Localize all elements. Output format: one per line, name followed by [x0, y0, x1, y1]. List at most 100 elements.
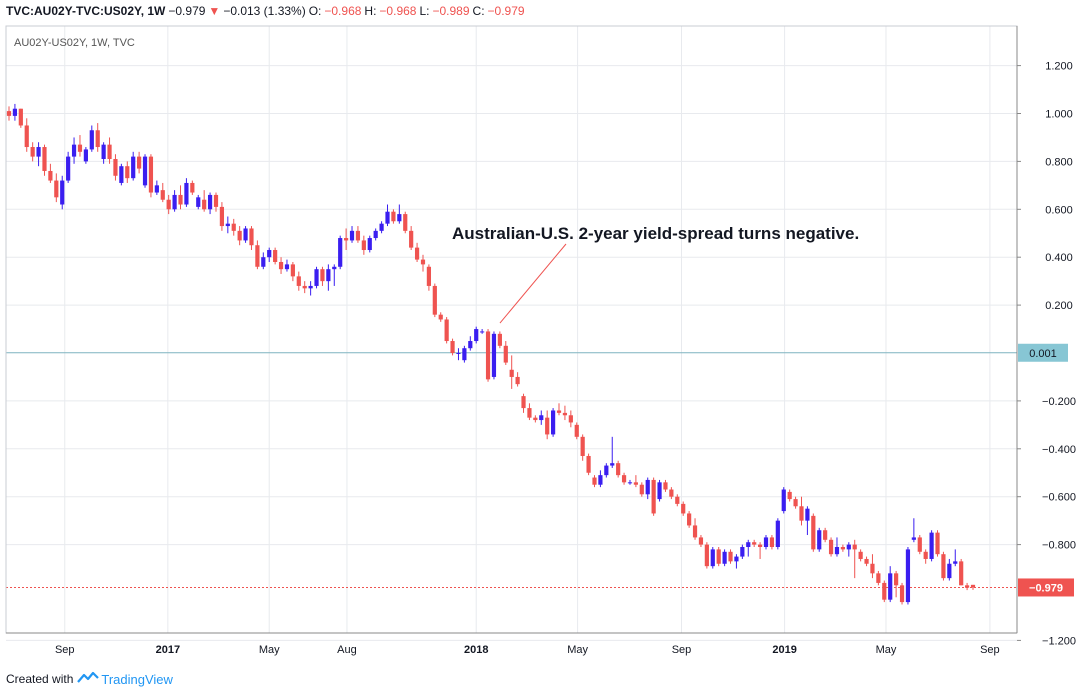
annotation[interactable]: Australian-U.S. 2-year yield-spread turn… [452, 224, 859, 324]
candle-body[interactable] [403, 214, 408, 231]
candle-body[interactable] [562, 412, 568, 416]
candle-body[interactable] [231, 223, 236, 231]
candle-body[interactable] [740, 546, 745, 557]
candle-body[interactable] [456, 353, 461, 354]
candle-body[interactable] [817, 530, 822, 550]
candle-body[interactable] [308, 285, 313, 289]
candle-body[interactable] [6, 111, 12, 116]
candle-body[interactable] [864, 558, 869, 564]
candle-body[interactable] [148, 156, 154, 193]
candle-body[interactable] [314, 269, 319, 286]
candle-body[interactable] [391, 211, 396, 222]
candle-body[interactable] [905, 549, 911, 603]
candle-body[interactable] [497, 333, 502, 346]
candle-body[interactable] [249, 228, 254, 246]
candle-body[interactable] [769, 537, 775, 547]
candle-body[interactable] [917, 537, 922, 552]
tradingview-logo-icon[interactable] [77, 671, 100, 687]
candle-body[interactable] [929, 532, 934, 559]
candlestick-chart[interactable]: AU02Y-US02Y, 1W, TVC Australian-U.S. 2-y… [0, 22, 1080, 660]
candle-body[interactable] [970, 584, 976, 588]
candle-body[interactable] [95, 130, 100, 148]
axes[interactable]: 1.200 1.000 0.800 0.600 0.400 0.200 −0.200 −0.4… [55, 61, 1076, 656]
candle-body[interactable] [42, 147, 47, 171]
candle-body[interactable] [799, 506, 804, 521]
candle-body[interactable] [509, 369, 514, 377]
candle-body[interactable] [60, 180, 65, 205]
candle-body[interactable] [746, 542, 751, 547]
candle-body[interactable] [24, 125, 29, 148]
candle-body[interactable] [580, 436, 585, 456]
candle-body[interactable] [426, 266, 432, 286]
candle-body[interactable] [66, 156, 71, 181]
tradingview-brand[interactable]: TradingView [101, 671, 173, 687]
candle-body[interactable] [793, 499, 798, 507]
candle-body[interactable] [503, 345, 508, 363]
candle-body[interactable] [669, 489, 674, 497]
candle-body[interactable] [663, 482, 668, 490]
candle-body[interactable] [586, 455, 591, 473]
candle-body[interactable] [533, 417, 538, 421]
candle-body[interactable] [137, 156, 142, 169]
candle-body[interactable] [196, 197, 201, 207]
candle-body[interactable] [964, 585, 970, 588]
candle-body[interactable] [326, 269, 331, 282]
candle-body[interactable] [781, 489, 786, 512]
candle-body[interactable] [320, 269, 325, 282]
candle-body[interactable] [178, 194, 183, 205]
candle-body[interactable] [828, 539, 834, 555]
candle-body[interactable] [834, 546, 840, 555]
candle-body[interactable] [172, 194, 177, 210]
candle-body[interactable] [870, 563, 875, 574]
candle-body[interactable] [947, 563, 952, 579]
candle-body[interactable] [687, 513, 692, 526]
candle-body[interactable] [444, 319, 449, 342]
candle-body[interactable] [379, 223, 384, 231]
candle-body[interactable] [166, 199, 171, 210]
candle-body[interactable] [450, 341, 455, 353]
candle-body[interactable] [12, 108, 18, 116]
candle-body[interactable] [716, 549, 721, 564]
candle-body[interactable] [823, 530, 828, 540]
candle-body[interactable] [36, 147, 41, 157]
candle-body[interactable] [409, 230, 414, 248]
candle-body[interactable] [284, 264, 290, 270]
candle-body[interactable] [278, 261, 284, 270]
candle-body[interactable] [485, 331, 491, 380]
candle-body[interactable] [515, 376, 520, 385]
candle-body[interactable] [734, 556, 739, 562]
candle-body[interactable] [698, 537, 704, 545]
candle-body[interactable] [420, 259, 426, 265]
candle-body[interactable] [633, 482, 638, 485]
candle-body[interactable] [367, 238, 372, 251]
candle-body[interactable] [763, 537, 769, 547]
candle-body[interactable] [645, 479, 650, 495]
candle-body[interactable] [935, 532, 940, 555]
candle-body[interactable] [160, 190, 165, 200]
candle-body[interactable] [474, 329, 479, 342]
candle-body[interactable] [852, 544, 857, 550]
candle-body[interactable] [332, 266, 337, 270]
candle-body[interactable] [355, 230, 361, 241]
candle-body[interactable] [48, 170, 53, 181]
candle-body[interactable] [243, 228, 248, 241]
candle-body[interactable] [113, 159, 118, 176]
candle-body[interactable] [621, 475, 627, 483]
candle-body[interactable] [627, 482, 633, 484]
candle-body[interactable] [598, 475, 603, 485]
candle-body[interactable] [545, 417, 550, 435]
candle-body[interactable] [894, 573, 899, 586]
candle-body[interactable] [616, 463, 621, 476]
candle-body[interactable] [125, 166, 130, 179]
candle-body[interactable] [131, 156, 136, 179]
candle-body[interactable] [805, 508, 810, 521]
candle-body[interactable] [527, 408, 532, 418]
candle-body[interactable] [385, 211, 390, 224]
candle-body[interactable] [757, 544, 763, 547]
candle-body[interactable] [610, 463, 615, 466]
candle-body[interactable] [302, 285, 307, 289]
candle-body[interactable] [539, 415, 544, 421]
candle-body[interactable] [54, 180, 59, 198]
candle-body[interactable] [432, 285, 437, 315]
candle-body[interactable] [882, 582, 887, 600]
